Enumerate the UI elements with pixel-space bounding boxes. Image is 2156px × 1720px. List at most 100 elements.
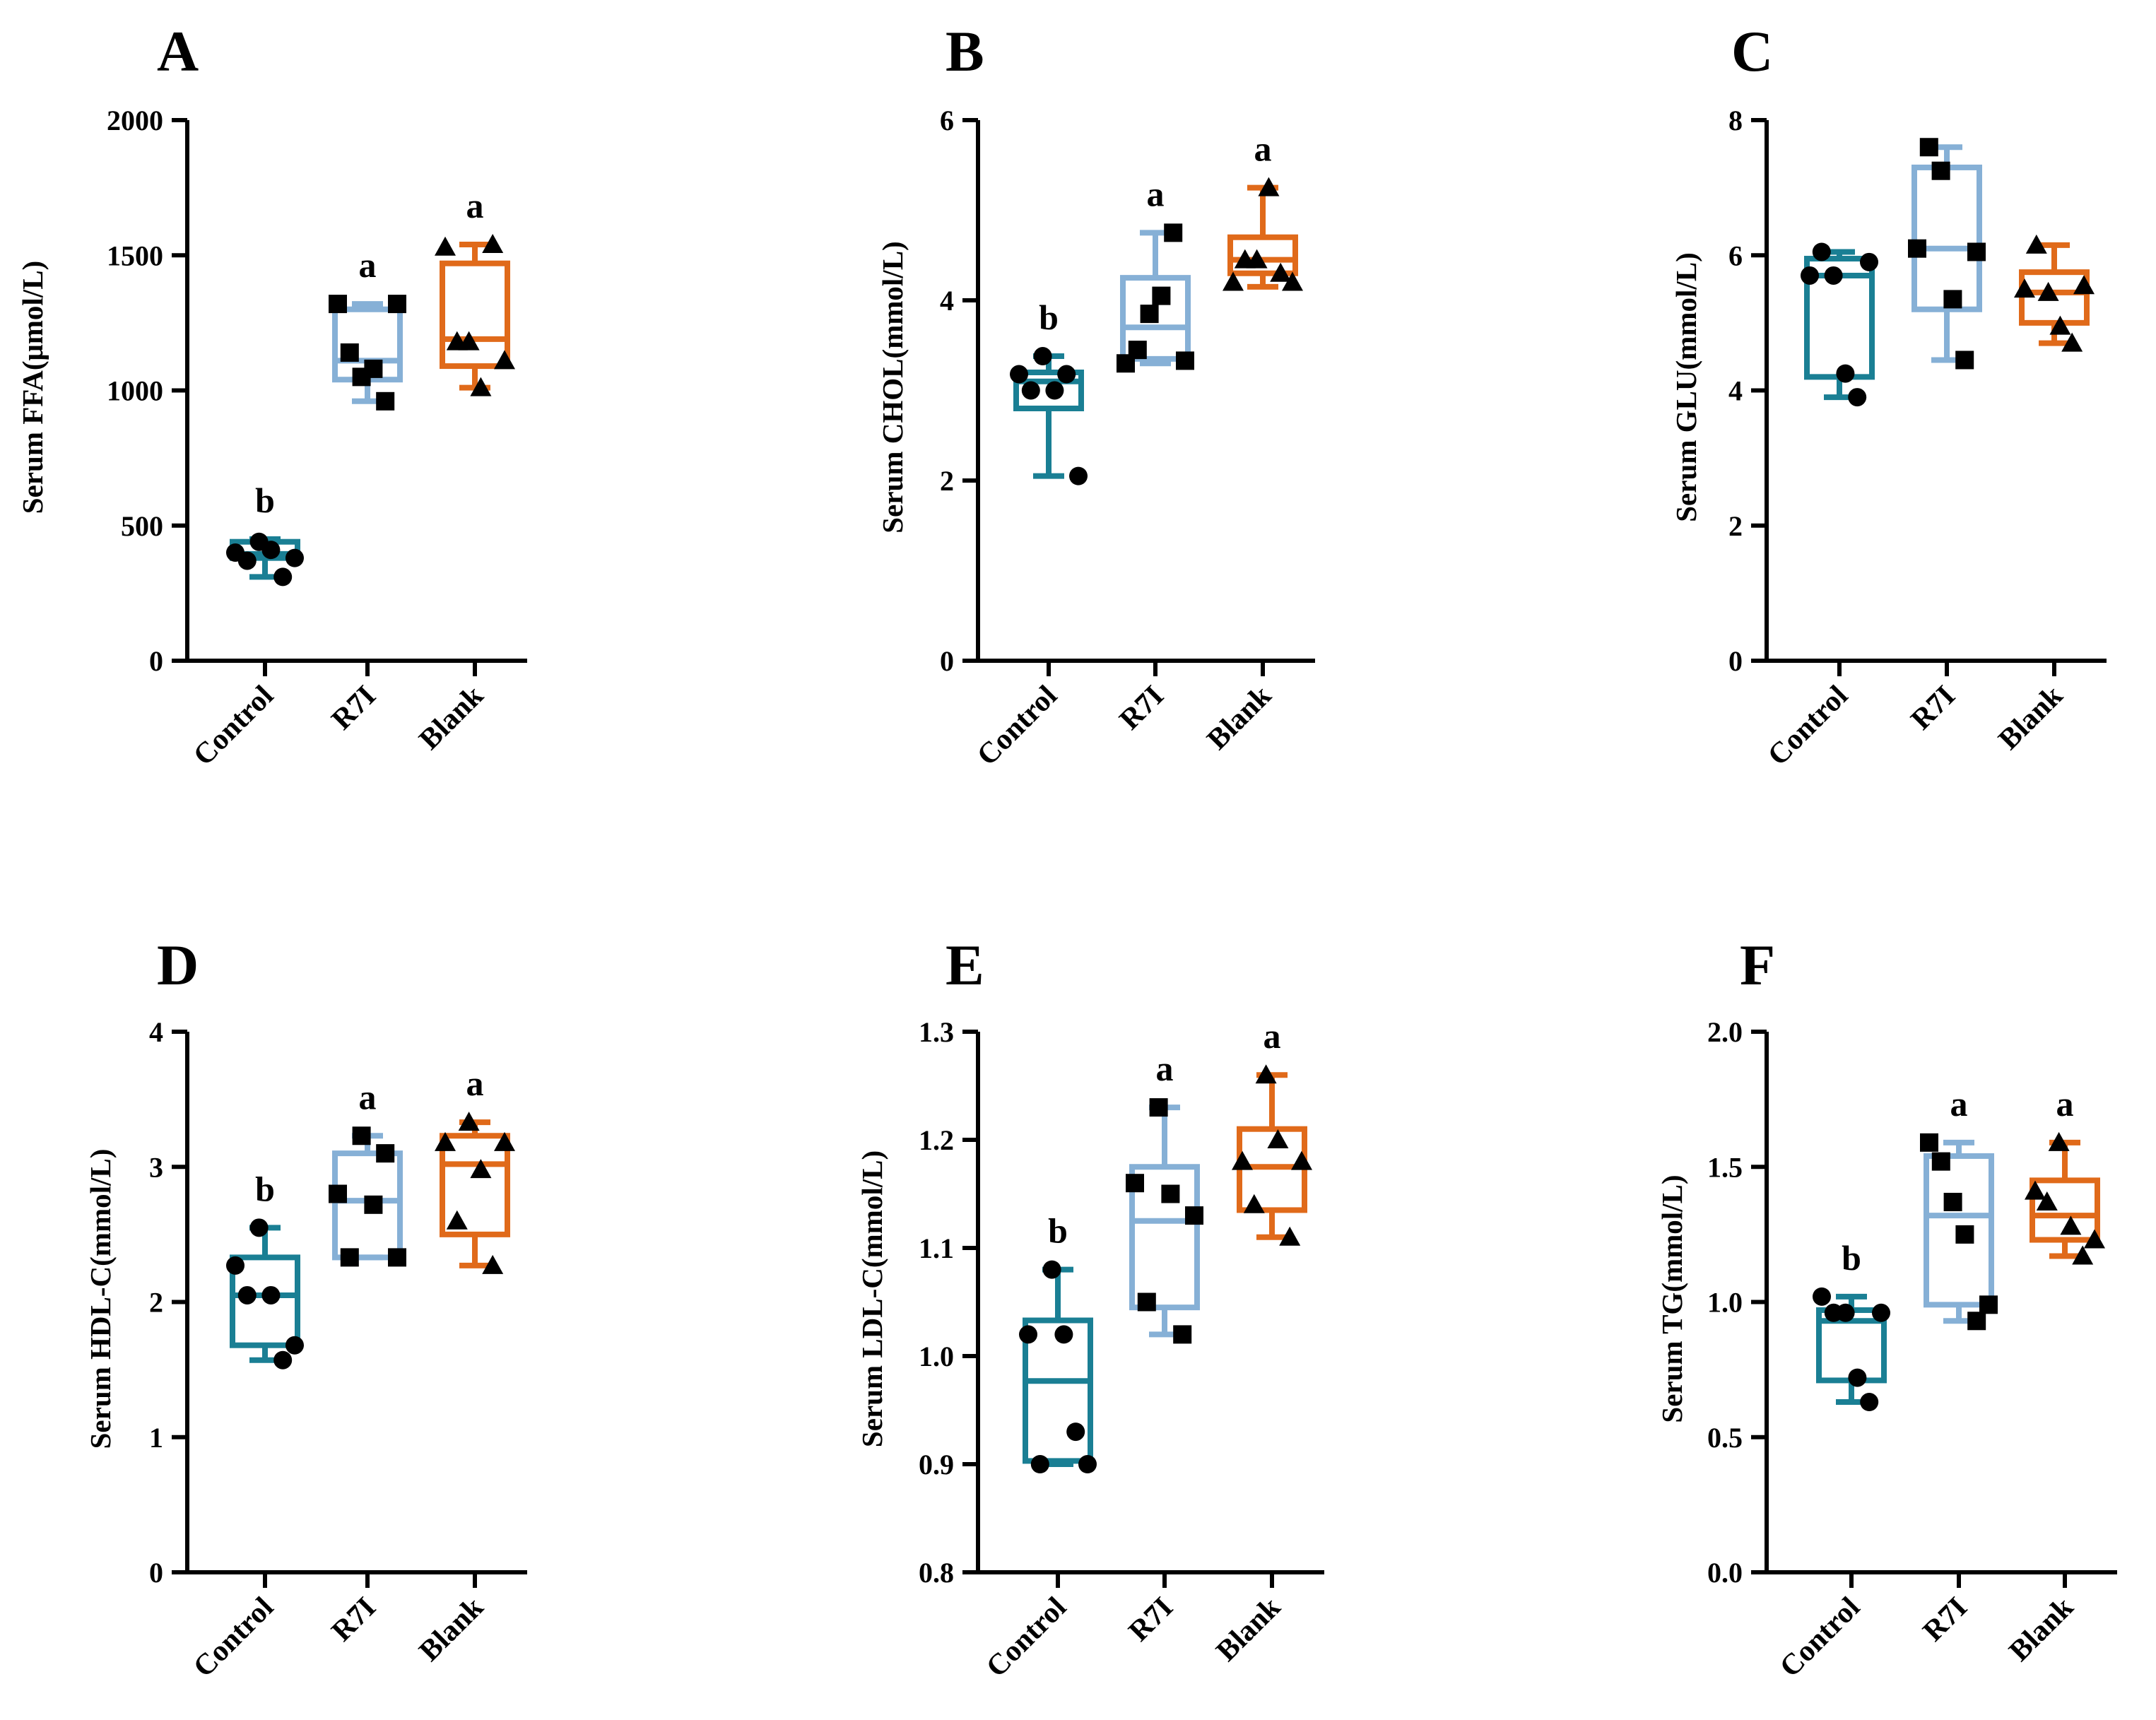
- data-point: [1824, 266, 1843, 285]
- data-point: [1042, 1260, 1061, 1279]
- data-point: [388, 1248, 406, 1267]
- data-point: [1030, 1455, 1049, 1473]
- data-point: [273, 1350, 293, 1369]
- significance-letter: b: [1842, 1238, 1861, 1278]
- data-point: [1152, 286, 1171, 305]
- data-point: [1033, 347, 1052, 366]
- data-point: [1955, 1225, 1974, 1244]
- data-point: [1979, 1295, 1998, 1314]
- data-point: [340, 1248, 359, 1267]
- y-tick-label: 1: [149, 1422, 163, 1454]
- box-iqr: [1023, 1317, 1093, 1464]
- data-point: [1920, 1133, 1938, 1152]
- y-tick-label: 1500: [107, 240, 163, 271]
- data-point: [1232, 1150, 1253, 1170]
- x-tick-label: Control: [980, 1591, 1073, 1684]
- data-point: [261, 1285, 281, 1304]
- data-point: [2014, 278, 2035, 298]
- y-tick-label: 500: [121, 510, 163, 542]
- x-tick-label: R7I: [1114, 680, 1170, 736]
- data-point: [1173, 1325, 1192, 1344]
- data-point: [376, 1144, 395, 1163]
- data-point: [1908, 239, 1926, 258]
- y-tick-label: 1.1: [919, 1232, 954, 1264]
- data-point: [1919, 138, 1938, 157]
- y-tick-label: 1.5: [1707, 1151, 1743, 1183]
- data-point: [1078, 1455, 1097, 1473]
- data-point: [2084, 1229, 2105, 1249]
- y-tick-label: 2: [149, 1287, 163, 1319]
- data-point: [1860, 252, 1878, 271]
- significance-letter: a: [1950, 1084, 1968, 1124]
- data-point: [1137, 1292, 1156, 1312]
- y-tick-label: 6: [1728, 240, 1743, 271]
- plot-area: 0 1 2 3 4 Control b R7I a Blank a: [149, 1016, 527, 1684]
- panel-A: A Serum FFA(μmol/L) 0 500 1000 1500 2000 Cont…: [16, 19, 527, 772]
- data-point: [1161, 1184, 1180, 1203]
- significance-letter: a: [2056, 1084, 2074, 1124]
- data-point: [1255, 1064, 1277, 1084]
- data-point: [285, 1336, 304, 1355]
- data-point: [482, 233, 504, 253]
- data-point: [1176, 351, 1194, 370]
- x-tick-label: Control: [1762, 680, 1854, 772]
- data-point: [329, 295, 347, 314]
- data-point: [376, 391, 395, 411]
- data-point: [470, 1159, 492, 1179]
- data-point: [1140, 305, 1159, 324]
- significance-letter: b: [255, 1169, 275, 1208]
- y-tick-label: 0.8: [919, 1557, 954, 1589]
- data-point: [1258, 177, 1280, 196]
- panel-F: F Serum TG(mmol/L) 0.0 0.5 1.0 1.5 2.0 Contro…: [1656, 933, 2117, 1684]
- box-blank: [440, 241, 510, 391]
- y-tick-label: 0.5: [1707, 1422, 1743, 1454]
- x-tick-label: Control: [1774, 1591, 1866, 1684]
- data-point: [285, 548, 304, 567]
- x-tick-label: R7I: [326, 680, 382, 736]
- data-point: [2025, 1180, 2046, 1200]
- data-point: [2061, 332, 2083, 352]
- y-tick-label: 4: [149, 1016, 163, 1048]
- data-point: [329, 1184, 347, 1203]
- plot-area: 0 500 1000 1500 2000 Control b R7I a Blank a: [107, 105, 527, 772]
- x-tick-label: Control: [187, 680, 280, 772]
- y-tick-label: 4: [940, 285, 954, 317]
- panel-E: E Serum LDL-C(mmol/L) 0.8 0.9 1.0 1.1 1.2 1.3…: [856, 933, 1324, 1684]
- data-point: [1848, 388, 1867, 407]
- data-point: [1836, 364, 1855, 383]
- significance-letter: a: [1263, 1016, 1281, 1056]
- panel-letter: B: [946, 19, 984, 83]
- x-tick-label: R7I: [1917, 1591, 1974, 1648]
- data-point: [1931, 161, 1950, 180]
- x-tick-label: Blank: [1201, 679, 1278, 756]
- y-axis-label: Serum TG(mmol/L): [1656, 1174, 1688, 1422]
- data-point: [2025, 234, 2047, 254]
- x-tick-label: Blank: [1993, 679, 2070, 756]
- y-tick-label: 1.2: [919, 1124, 954, 1156]
- data-point: [1223, 271, 1244, 291]
- significance-letter: a: [1156, 1049, 1174, 1088]
- data-point: [1279, 1226, 1301, 1246]
- box-iqr: [230, 1254, 300, 1348]
- data-point: [1801, 266, 1819, 285]
- y-axis-label: Serum CHOL(mmol/L): [876, 241, 909, 533]
- x-tick-label: Blank: [413, 1591, 490, 1668]
- data-point: [2049, 315, 2071, 335]
- data-point: [1836, 1303, 1855, 1322]
- data-point: [470, 377, 492, 396]
- x-tick-label: R7I: [1905, 680, 1962, 736]
- plot-area: 0.8 0.9 1.0 1.1 1.2 1.3 Control b R7I a Blank a: [919, 1016, 1324, 1684]
- data-point: [237, 1285, 257, 1304]
- x-tick-label: Blank: [1210, 1591, 1288, 1668]
- significance-letter: b: [1048, 1211, 1068, 1251]
- data-point: [1967, 1312, 1986, 1331]
- y-tick-label: 1000: [107, 375, 163, 407]
- data-point: [1813, 1287, 1831, 1306]
- data-point: [1057, 365, 1076, 384]
- y-tick-label: 0: [149, 1557, 163, 1589]
- data-point: [1267, 1129, 1289, 1148]
- data-point: [1010, 365, 1028, 384]
- significance-letter: a: [359, 245, 377, 285]
- data-point: [1967, 242, 1986, 261]
